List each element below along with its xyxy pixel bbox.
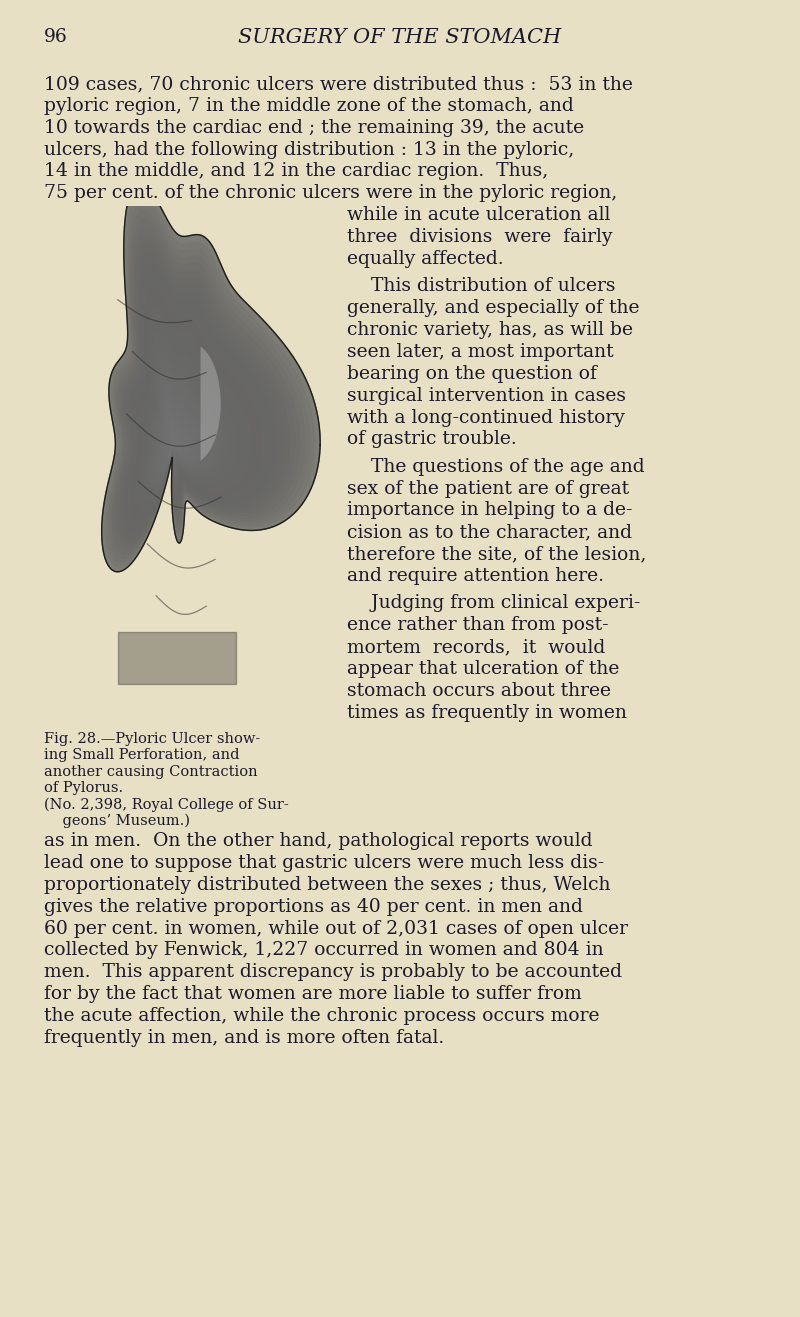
Polygon shape [201, 346, 221, 461]
Polygon shape [128, 279, 266, 525]
Polygon shape [142, 332, 238, 500]
Polygon shape [121, 254, 281, 539]
Text: three  divisions  were  fairly: three divisions were fairly [347, 228, 613, 246]
Text: 109 cases, 70 chronic ulcers were distributed thus :  53 in the: 109 cases, 70 chronic ulcers were distri… [44, 75, 633, 94]
Polygon shape [159, 392, 203, 470]
Polygon shape [171, 436, 178, 449]
Text: The questions of the age and: The questions of the age and [347, 458, 645, 475]
Text: while in acute ulceration all: while in acute ulceration all [347, 207, 610, 224]
Polygon shape [157, 385, 208, 474]
Text: of gastric trouble.: of gastric trouble. [347, 431, 517, 448]
Text: bearing on the question of: bearing on the question of [347, 365, 597, 383]
Polygon shape [126, 271, 271, 529]
Text: 10 towards the cardiac end ; the remaining 39, the acute: 10 towards the cardiac end ; the remaini… [44, 119, 584, 137]
Text: mortem  records,  it  would: mortem records, it would [347, 639, 606, 656]
Polygon shape [150, 358, 222, 487]
Text: with a long-continued history: with a long-continued history [347, 408, 625, 427]
Text: collected by Fenwick, 1,227 occurred in women and 804 in: collected by Fenwick, 1,227 occurred in … [44, 942, 604, 959]
Text: of Pylorus.: of Pylorus. [44, 781, 123, 795]
Text: 60 per cent. in women, while out of 2,031 cases of open ulcer: 60 per cent. in women, while out of 2,03… [44, 919, 628, 938]
Polygon shape [109, 209, 306, 560]
Polygon shape [114, 228, 296, 551]
Text: (No. 2,398, Royal College of Sur-: (No. 2,398, Royal College of Sur- [44, 797, 289, 811]
Polygon shape [111, 219, 301, 554]
Text: as in men.  On the other hand, pathological reports would: as in men. On the other hand, pathologic… [44, 832, 593, 849]
Polygon shape [116, 236, 291, 547]
Polygon shape [106, 202, 310, 564]
Text: 75 per cent. of the chronic ulcers were in the pyloric region,: 75 per cent. of the chronic ulcers were … [44, 184, 618, 203]
Text: the acute affection, while the chronic process occurs more: the acute affection, while the chronic p… [44, 1008, 599, 1025]
Text: therefore the site, of the lesion,: therefore the site, of the lesion, [347, 545, 646, 564]
Polygon shape [123, 262, 276, 533]
Text: lead one to suppose that gastric ulcers were much less dis-: lead one to suppose that gastric ulcers … [44, 853, 604, 872]
Text: surgical intervention in cases: surgical intervention in cases [347, 387, 626, 404]
Polygon shape [152, 366, 218, 483]
Text: This distribution of ulcers: This distribution of ulcers [347, 278, 615, 295]
Polygon shape [154, 375, 213, 479]
Text: cision as to the character, and: cision as to the character, and [347, 523, 632, 541]
Text: stomach occurs about three: stomach occurs about three [347, 682, 611, 699]
Polygon shape [162, 402, 198, 466]
Text: ing Small Perforation, and: ing Small Perforation, and [44, 748, 239, 763]
Text: SURGERY OF THE STOMACH: SURGERY OF THE STOMACH [238, 28, 562, 47]
Text: importance in helping to a de-: importance in helping to a de- [347, 502, 633, 519]
Polygon shape [102, 184, 320, 572]
Polygon shape [140, 323, 242, 504]
Polygon shape [166, 419, 189, 458]
Text: for by the fact that women are more liable to suffer from: for by the fact that women are more liab… [44, 985, 582, 1004]
Text: proportionately distributed between the sexes ; thus, Welch: proportionately distributed between the … [44, 876, 610, 894]
Polygon shape [145, 341, 232, 495]
Text: seen later, a most important: seen later, a most important [347, 342, 614, 361]
Text: generally, and especially of the: generally, and especially of the [347, 299, 639, 317]
Text: men.  This apparent discrepancy is probably to be accounted: men. This apparent discrepancy is probab… [44, 963, 622, 981]
Text: sex of the patient are of great: sex of the patient are of great [347, 479, 629, 498]
Text: gives the relative proportions as 40 per cent. in men and: gives the relative proportions as 40 per… [44, 898, 583, 915]
Text: frequently in men, and is more often fatal.: frequently in men, and is more often fat… [44, 1029, 444, 1047]
Text: Judging from clinical experi-: Judging from clinical experi- [347, 594, 640, 612]
Polygon shape [147, 349, 227, 491]
Text: and require attention here.: and require attention here. [347, 568, 604, 585]
Text: 96: 96 [44, 28, 68, 46]
Polygon shape [118, 245, 286, 543]
Text: times as frequently in women: times as frequently in women [347, 703, 627, 722]
Polygon shape [169, 428, 183, 453]
Text: Fig. 28.—Pyloric Ulcer show-: Fig. 28.—Pyloric Ulcer show- [44, 732, 260, 747]
Polygon shape [130, 288, 262, 522]
Text: equally affected.: equally affected. [347, 250, 504, 267]
Polygon shape [135, 306, 252, 512]
Text: pyloric region, 7 in the middle zone of the stomach, and: pyloric region, 7 in the middle zone of … [44, 97, 574, 115]
Text: chronic variety, has, as will be: chronic variety, has, as will be [347, 321, 633, 338]
Text: another causing Contraction: another causing Contraction [44, 765, 258, 778]
Polygon shape [138, 315, 247, 508]
Text: ence rather than from post-: ence rather than from post- [347, 616, 609, 635]
Polygon shape [133, 298, 257, 516]
Polygon shape [164, 411, 194, 462]
Polygon shape [104, 192, 315, 568]
Text: geons’ Museum.): geons’ Museum.) [44, 814, 190, 828]
Text: appear that ulceration of the: appear that ulceration of the [347, 660, 619, 678]
Text: ulcers, had the following distribution : 13 in the pyloric,: ulcers, had the following distribution :… [44, 141, 574, 158]
Text: 14 in the middle, and 12 in the cardiac region.  Thus,: 14 in the middle, and 12 in the cardiac … [44, 162, 548, 180]
Polygon shape [102, 184, 320, 572]
